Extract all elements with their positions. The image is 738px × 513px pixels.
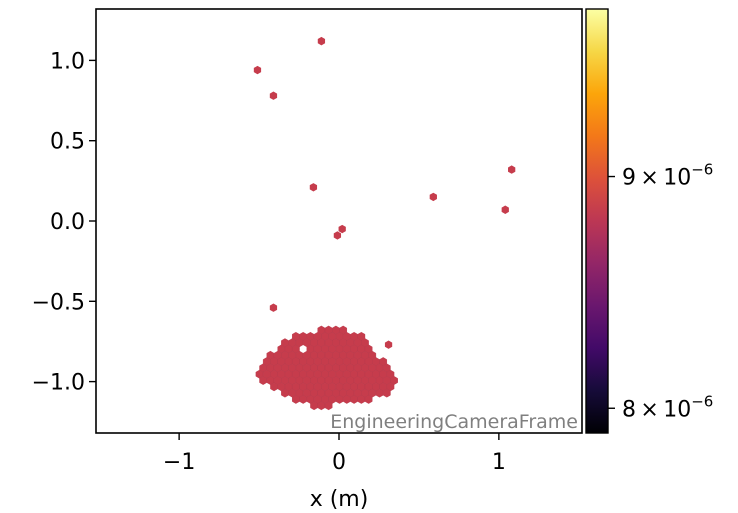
hexbin-cell [299,394,307,404]
hexbin-cell [270,382,278,392]
hexbin-point [338,224,346,234]
hexbin-cell [324,401,333,411]
hexbin-point [333,231,342,240]
hexbin-cell [259,376,267,385]
frame-annotation: EngineeringCameraFrame [330,411,578,433]
x-tick-label: 0 [332,450,346,475]
hexbin-point [309,183,318,192]
x-tick-label: −1 [163,450,195,475]
hexbin-cell [281,388,289,398]
y-tick-label: −1.0 [32,371,85,396]
hexbin-cell [335,394,344,404]
hexbin-point [508,165,516,174]
hexbin-cell [310,401,318,411]
x-tick-label: 1 [492,450,506,475]
hexbin-point [269,303,278,312]
colorbar-tick-label: 8 × 10−6 [622,392,713,422]
hexbin-cell [342,394,351,404]
x-axis-label: x (m) [310,487,369,512]
colorbar-tick-label: 9 × 10−6 [622,161,713,191]
hexbin-cell [292,394,300,404]
colorbar-axis: 8 × 10−6 9 × 10−6 [608,161,713,422]
hexbin-point [317,36,326,46]
x-axis: −1 0 1 [163,433,506,475]
y-tick-label: −0.5 [32,290,85,315]
hexbin-point [269,91,278,100]
hexbin-cell [317,401,326,411]
hexbin-point [501,205,509,214]
y-tick-label: 1.0 [50,49,85,74]
hexbin-cell [375,388,384,398]
hexbin-cell [364,394,373,404]
colorbar [585,8,609,434]
hexbin-cell [357,394,366,404]
y-axis: −1.0 −0.5 0.0 0.5 1.0 [32,49,96,396]
hexbin-point [253,65,262,75]
hexbin-point [429,192,437,202]
hexbin-cell [382,388,391,398]
hexbin-point [384,340,393,349]
y-tick-label: 0.5 [50,130,85,155]
hexbin-layer [253,36,516,411]
hexbin-cell [350,394,358,404]
y-tick-label: 0.0 [50,210,85,235]
